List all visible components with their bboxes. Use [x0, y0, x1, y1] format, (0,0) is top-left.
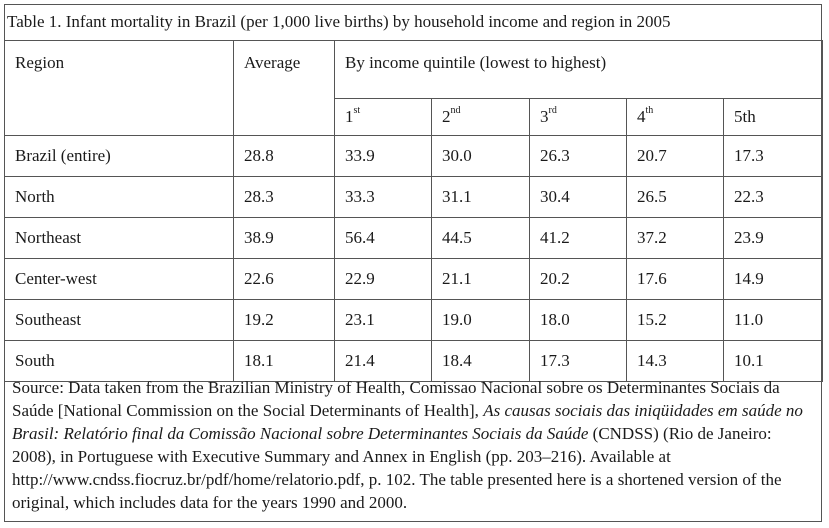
table-title: Table 1. Infant mortality in Brazil (per… — [7, 12, 671, 31]
quintile-cell: 17.6 — [626, 258, 724, 300]
table-row: Brazil (entire) 28.8 33.9 30.0 26.3 20.7… — [4, 135, 823, 177]
source-note: Source: Data taken from the Brazilian Mi… — [12, 376, 812, 514]
source-text-2: (CNDSS) (Rio de Janeiro: 2008), in Portu… — [12, 424, 782, 512]
quintile-cell: 26.3 — [529, 135, 627, 177]
quintile-cell: 26.5 — [626, 176, 724, 218]
average-cell: 38.9 — [233, 217, 335, 259]
quintile-cell: 20.2 — [529, 258, 627, 300]
quintile-cell: 11.0 — [723, 299, 823, 341]
average-cell: 28.3 — [233, 176, 335, 218]
region-cell: North — [4, 176, 234, 218]
quintile-cell: 14.3 — [626, 340, 724, 382]
average-header: Average — [233, 40, 335, 136]
region-cell: Brazil (entire) — [4, 135, 234, 177]
average-cell: 28.8 — [233, 135, 335, 177]
quintile-header-3: 3rd — [529, 98, 627, 136]
table-row: South 18.1 21.4 18.4 17.3 14.3 10.1 — [4, 340, 823, 382]
infant-mortality-table: Region Average By income quintile (lowes… — [4, 40, 823, 382]
quintile-cell: 18.4 — [431, 340, 530, 382]
average-cell: 19.2 — [233, 299, 335, 341]
quintile-cell: 20.7 — [626, 135, 724, 177]
region-cell: Northeast — [4, 217, 234, 259]
quintile-cell: 17.3 — [529, 340, 627, 382]
quintile-cell: 22.9 — [334, 258, 432, 300]
quintile-cell: 21.1 — [431, 258, 530, 300]
quintile-cell: 23.1 — [334, 299, 432, 341]
table-row: Northeast 38.9 56.4 44.5 41.2 37.2 23.9 — [4, 217, 823, 259]
quintile-cell: 37.2 — [626, 217, 724, 259]
quintile-cell: 14.9 — [723, 258, 823, 300]
region-cell: South — [4, 340, 234, 382]
quintile-header-row: 1st 2nd 3rd 4th 5th — [5, 98, 823, 136]
table-row: Center-west 22.6 22.9 21.1 20.2 17.6 14.… — [4, 258, 823, 300]
quintile-cell: 41.2 — [529, 217, 627, 259]
region-cell: Center-west — [4, 258, 234, 300]
region-header: Region — [4, 40, 234, 136]
quintile-cell: 33.9 — [334, 135, 432, 177]
quintile-cell: 44.5 — [431, 217, 530, 259]
quintile-cell: 10.1 — [723, 340, 823, 382]
header-row: Region Average By income quintile (lowes… — [4, 40, 823, 136]
quintile-cell: 23.9 — [723, 217, 823, 259]
quintile-cell: 17.3 — [723, 135, 823, 177]
quintile-cell: 30.4 — [529, 176, 627, 218]
quintile-header-5: 5th — [723, 98, 823, 136]
quintile-cell: 56.4 — [334, 217, 432, 259]
average-cell: 22.6 — [233, 258, 335, 300]
quintile-header-2: 2nd — [431, 98, 530, 136]
quintile-cell: 30.0 — [431, 135, 530, 177]
quintile-cell: 21.4 — [334, 340, 432, 382]
average-cell: 18.1 — [233, 340, 335, 382]
table-row: Southeast 19.2 23.1 19.0 18.0 15.2 11.0 — [4, 299, 823, 341]
quintile-cell: 15.2 — [626, 299, 724, 341]
quintile-cell: 33.3 — [334, 176, 432, 218]
source-text-1: Source: Data taken from the Brazilian Mi… — [12, 378, 780, 420]
quintile-cell: 18.0 — [529, 299, 627, 341]
quintile-header-1: 1st — [334, 98, 432, 136]
source-publication-title: As causas sociais das iniqüidades em saú… — [12, 401, 803, 443]
quintile-cell: 19.0 — [431, 299, 530, 341]
quintile-cell: 22.3 — [723, 176, 823, 218]
quintile-cell: 31.1 — [431, 176, 530, 218]
region-cell: Southeast — [4, 299, 234, 341]
table-row: North 28.3 33.3 31.1 30.4 26.5 22.3 — [4, 176, 823, 218]
quintile-header-4: 4th — [626, 98, 724, 136]
quintile-group-header: By income quintile (lowest to highest) — [334, 40, 823, 99]
